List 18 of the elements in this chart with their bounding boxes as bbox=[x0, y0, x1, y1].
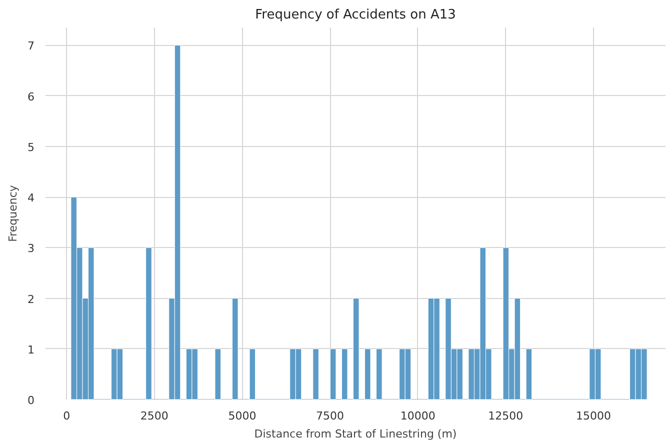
chart-title: Frequency of Accidents on A13 bbox=[255, 8, 456, 22]
y-tick-label: 0 bbox=[28, 394, 34, 407]
y-axis-title: Frequency bbox=[6, 184, 20, 242]
y-tick-label: 2 bbox=[28, 292, 34, 306]
x-tick-label: 7500 bbox=[316, 410, 344, 422]
y-tick-label: 3 bbox=[28, 242, 34, 256]
x-tick-label: 0 bbox=[63, 410, 70, 422]
x-tick-label: 2500 bbox=[140, 410, 168, 422]
x-axis-title: Distance from Start of Linestring (m) bbox=[254, 428, 457, 440]
x-tick-label: 15000 bbox=[576, 410, 611, 422]
y-tick-label: 5 bbox=[28, 140, 34, 154]
x-tick-label: 10000 bbox=[400, 410, 436, 422]
y-tick-label: 6 bbox=[28, 90, 34, 104]
x-tick-label: 12500 bbox=[488, 410, 524, 422]
y-tick-label: 1 bbox=[28, 343, 34, 356]
y-tick-label: 7 bbox=[28, 40, 34, 53]
x-tick-label: 5000 bbox=[228, 410, 256, 422]
y-tick-label: 4 bbox=[28, 192, 34, 205]
